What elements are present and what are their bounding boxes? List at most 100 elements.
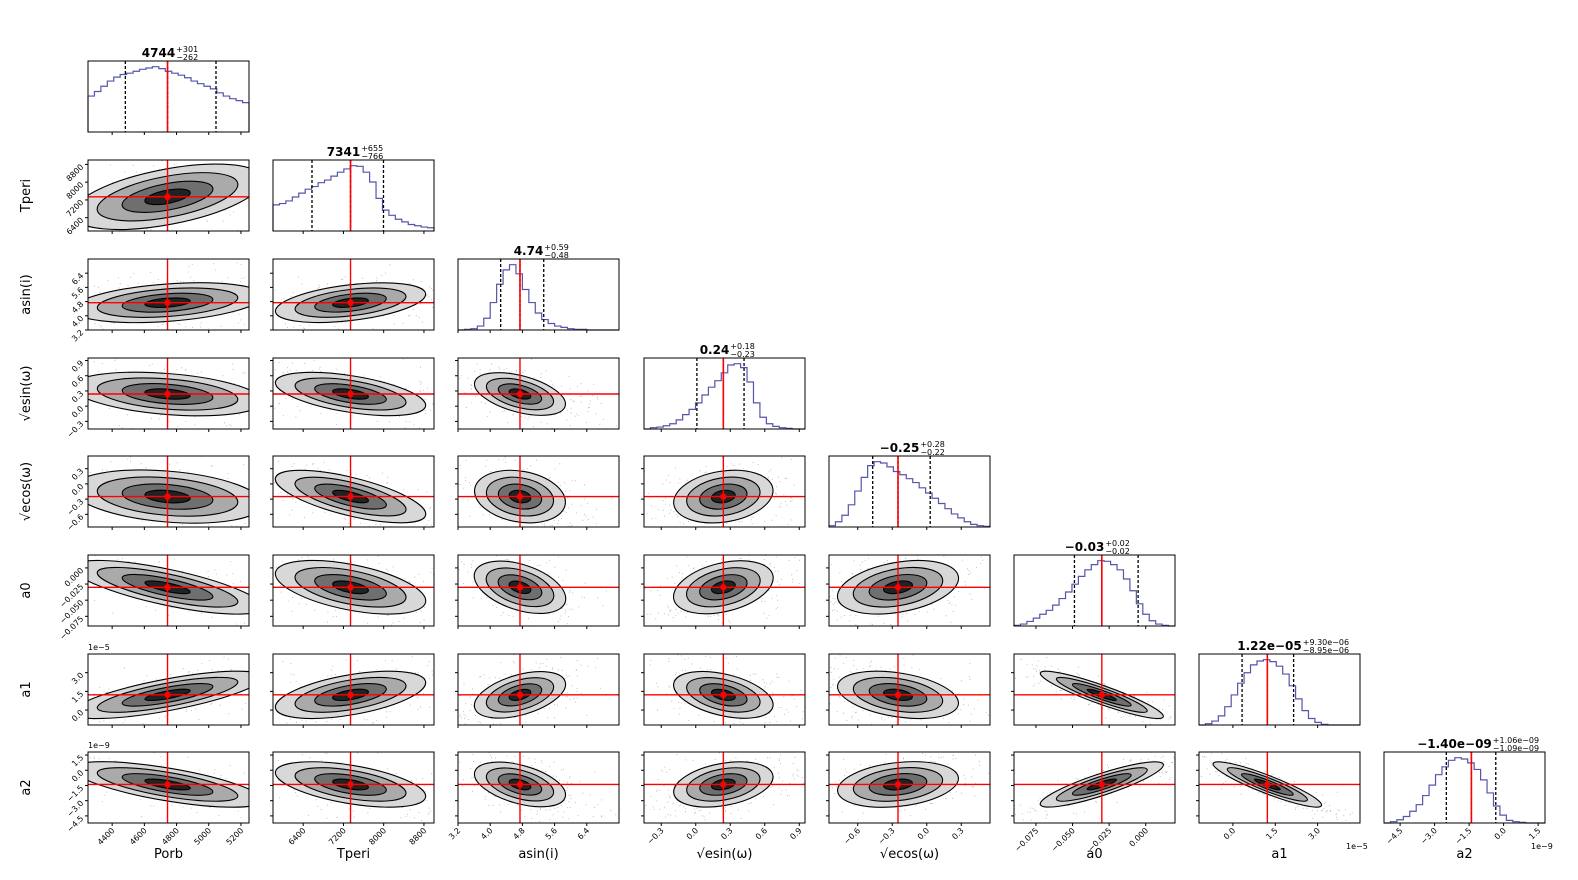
truth-point: [1264, 781, 1271, 788]
x-tick-label: 5000: [192, 826, 213, 847]
histogram-step: [1384, 757, 1545, 824]
scatter-panel-a1-vs-a0: [1011, 653, 1176, 728]
histogram-step: [87, 66, 250, 132]
scatter-panel-a0-vs-esinw: [641, 554, 806, 629]
title-minus: −0.02: [1105, 547, 1130, 556]
scatter-points: [275, 555, 434, 626]
x-tick-label: 5200: [225, 826, 246, 847]
panel-frame: [457, 258, 620, 331]
panel-title: −0.25: [880, 441, 920, 455]
x-tick-label: 4.8: [511, 826, 526, 841]
truth-point: [1098, 691, 1106, 699]
truth-point: [164, 299, 171, 306]
x-tick-label: −0.6: [842, 826, 862, 846]
y-offset-label-a1: 1e−5: [88, 643, 110, 652]
panel-frame: [1013, 751, 1176, 824]
histogram-step: [644, 363, 805, 430]
x-axis-label-a2: a2: [1456, 847, 1472, 862]
panel-frame: [272, 357, 435, 430]
panel-frame: [87, 357, 250, 430]
title-minus: −0.22: [920, 448, 945, 457]
x-tick-label: 0.0: [916, 826, 931, 841]
x-tick-label: 0.3: [719, 826, 734, 841]
x-tick-label: 0.3: [950, 826, 965, 841]
panel-title: 4.74: [514, 244, 544, 258]
y-tick-label: −4.5: [65, 814, 85, 834]
hist-panel-a0: −0.03 +0.02−0.02: [1013, 539, 1176, 629]
panel-frame: [87, 653, 250, 726]
truth-point: [347, 299, 354, 306]
y-tick-label: 0.3: [70, 467, 85, 482]
scatter-panel-a2-vs-ecosw: −0.6 −0.3 0.0 0.3: [826, 751, 991, 846]
truth-point: [516, 390, 524, 398]
panel-frame: [87, 159, 250, 232]
x-tick-label: −0.050: [1050, 826, 1077, 853]
truth-point: [347, 781, 354, 788]
scatter-panel-ecosw-vs-asini: [455, 455, 620, 530]
hist-panel-asini: 4.74 +0.59−0.48: [457, 243, 620, 333]
hist-panel-ecosw: −0.25 +0.28−0.22: [828, 440, 991, 530]
scatter-panel-esinw-vs-asini: [455, 357, 620, 432]
scatter-panel-esinw-vs-Porb: −0.30.00.30.60.9: [65, 357, 250, 440]
truth-point: [720, 584, 727, 591]
x-tick-label: −0.3: [877, 826, 897, 846]
panel-frame: [457, 357, 620, 430]
panel-frame: [1198, 751, 1361, 824]
panel-frame: [828, 554, 991, 627]
panel-frame: [1013, 554, 1176, 627]
x-tick-label: −0.3: [646, 826, 666, 846]
truth-point: [347, 390, 354, 398]
y-tick-label: 4.8: [70, 300, 85, 315]
y-tick-label: −3.0: [65, 799, 85, 819]
panel-title: −1.40e−09: [1417, 737, 1492, 751]
x-axis-label-a0: a0: [1086, 847, 1102, 862]
hist-panel-esinw: 0.24 +0.18−0.23: [643, 342, 806, 432]
scatter-panel-esinw-vs-Tperi: [270, 357, 435, 432]
y-tick-label: 8000: [65, 180, 86, 201]
title-minus: −1.09e−09: [1493, 744, 1539, 753]
scatter-panel-a0-vs-ecosw: [826, 554, 991, 629]
panel-frame: [828, 751, 991, 824]
scatter-panel-ecosw-vs-Porb: −0.6−0.30.00.3: [65, 455, 250, 532]
truth-point: [164, 781, 171, 788]
panel-frame: [272, 653, 435, 726]
panel-frame: [828, 455, 991, 528]
title-minus: −0.23: [730, 350, 755, 359]
x-tick-label: 6.4: [576, 826, 591, 841]
x-tick-label: −4.5: [1384, 826, 1404, 846]
panel-frame: [457, 653, 620, 726]
scatter-panel-a1-vs-asini: [455, 653, 620, 728]
hist-panel-a2: −1.40e−09 +1.06e−09−1.09e−09 −4.5 −3.0 −1.5 0…: [1383, 736, 1546, 846]
x-tick-label: 0.0: [1222, 826, 1237, 841]
title-plus: +301: [176, 45, 198, 54]
y-tick-label: 0.6: [70, 374, 85, 389]
panel-frame: [643, 357, 806, 430]
panel-frame: [272, 751, 435, 824]
panel-frame: [272, 159, 435, 232]
histogram-step: [1199, 659, 1360, 726]
y-axis-label-a0: a0: [19, 582, 34, 598]
title-plus: +9.30e−06: [1303, 638, 1349, 647]
histogram-step: [272, 165, 435, 231]
y-axis-label-ecosw: √ecos(ω): [19, 462, 34, 521]
panel-title: 0.24: [700, 343, 730, 357]
truth-point: [347, 691, 354, 699]
scatter-points: [88, 555, 247, 625]
y-axis-label-Tperi: Tperi: [19, 179, 34, 213]
x-tick-label: 7200: [327, 826, 348, 847]
panel-title: −0.03: [1065, 540, 1105, 554]
title-plus: +0.02: [1105, 539, 1130, 548]
title-plus: +0.59: [544, 243, 569, 252]
x-offset-label-a1: 1e−5: [1346, 842, 1368, 851]
histogram-step: [1013, 560, 1175, 627]
panel-frame: [1198, 653, 1361, 726]
x-tick-label: 8000: [367, 826, 388, 847]
y-tick-label: 8800: [65, 162, 86, 183]
y-tick-label: −1.5: [65, 784, 85, 804]
x-tick-label: −0.075: [1013, 826, 1040, 853]
title-minus: −766: [361, 152, 383, 161]
x-offset-label-a2: 1e−9: [1531, 842, 1553, 851]
y-axis-label-a2: a2: [19, 779, 34, 795]
scatter-panel-a0-vs-Tperi: [270, 554, 435, 629]
title-plus: +0.28: [920, 440, 945, 449]
